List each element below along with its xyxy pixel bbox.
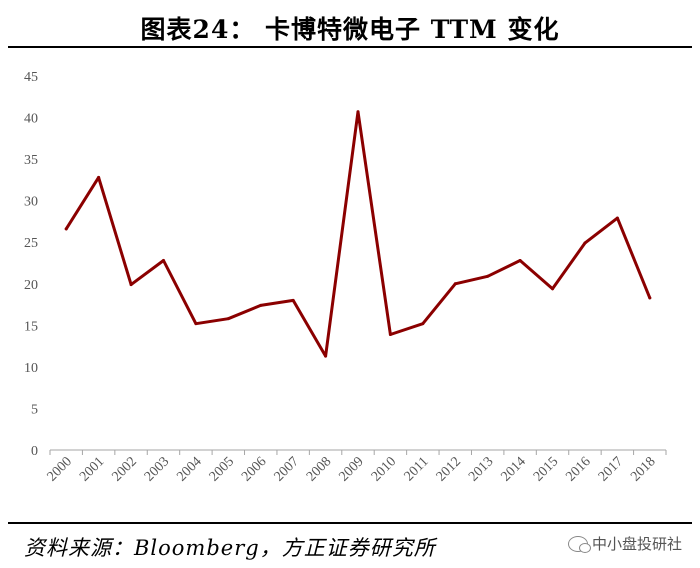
x-tick-label: 2018 (628, 454, 658, 484)
watermark-text: 中小盘投研社 (591, 535, 682, 553)
data-point (615, 216, 619, 220)
x-tick-label: 2012 (434, 454, 464, 484)
x-tick-label: 2010 (369, 454, 399, 484)
x-tick-label: 2003 (142, 454, 172, 484)
data-point (486, 274, 490, 278)
data-point (129, 283, 133, 287)
x-tick-label: 2015 (531, 454, 561, 484)
data-point (161, 259, 165, 263)
x-tick-label: 2007 (272, 454, 302, 484)
x-tick-label: 2016 (563, 454, 593, 484)
y-tick-label: 10 (24, 361, 38, 376)
x-tick-label: 2002 (109, 454, 139, 484)
y-tick-label: 40 (24, 112, 38, 127)
wechat-icon (567, 535, 591, 553)
watermark: 中小盘投研社 (567, 533, 682, 554)
x-tick-label: 2001 (77, 454, 107, 484)
data-point (259, 303, 263, 307)
x-tick-label: 2014 (499, 454, 529, 484)
data-point (291, 298, 295, 302)
chart-title: 图表24： 卡博特微电子 TTM 变化 (140, 15, 560, 44)
y-tick-label: 45 (24, 70, 38, 85)
data-point (453, 282, 457, 286)
data-point (648, 296, 652, 300)
y-tick-label: 35 (24, 153, 38, 168)
data-point (64, 227, 68, 231)
x-tick-label: 2000 (45, 454, 75, 484)
x-tick-label: 2006 (239, 454, 269, 484)
series-line (64, 110, 652, 358)
x-tick-label: 2013 (466, 454, 496, 484)
data-point (194, 322, 198, 326)
data-point (97, 175, 101, 179)
y-tick-label: 15 (24, 319, 38, 334)
x-tick-label: 2011 (402, 454, 432, 484)
x-tick-label: 2008 (304, 454, 334, 484)
data-point (518, 259, 522, 263)
data-point (324, 354, 328, 358)
y-tick-label: 0 (31, 444, 38, 459)
data-point (421, 322, 425, 326)
x-tick-label: 2017 (596, 454, 626, 484)
data-point (226, 317, 230, 321)
source-note: 资料来源：Bloomberg，方正证券研究所 (24, 536, 436, 560)
y-tick-label: 20 (24, 278, 38, 293)
data-point (356, 110, 360, 114)
y-tick-label: 25 (24, 236, 38, 251)
data-point (388, 332, 392, 336)
bottom-divider (8, 522, 692, 524)
y-tick-label: 5 (31, 402, 38, 417)
top-divider (8, 46, 692, 48)
y-tick-label: 30 (24, 195, 38, 210)
data-point (583, 241, 587, 245)
x-tick-label: 2005 (207, 454, 237, 484)
data-point (551, 287, 555, 291)
x-tick-label: 2009 (336, 454, 366, 484)
x-tick-label: 2004 (174, 454, 204, 484)
